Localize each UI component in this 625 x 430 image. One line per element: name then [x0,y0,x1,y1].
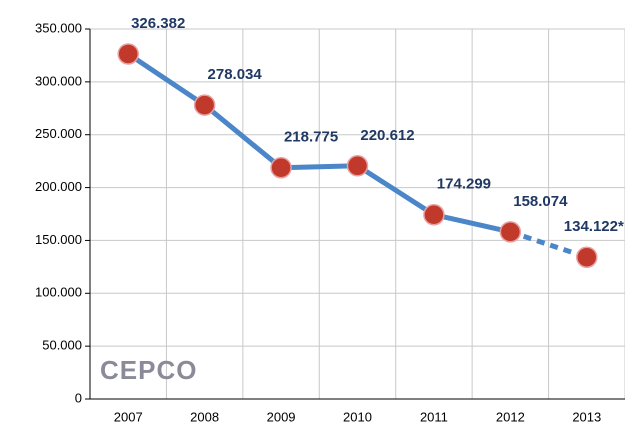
x-tick-label: 2012 [496,409,525,424]
line [126,51,511,235]
marker [117,43,139,65]
x-tick-label: 2011 [420,409,448,424]
value-label: 174.299 [437,176,491,193]
marker [423,203,445,226]
y-tick-label: 100.000 [35,285,82,300]
value-label: 218.775 [284,129,338,146]
y-tick-label: 350.000 [35,20,82,35]
y-tick-label: 50.000 [42,338,82,353]
x-tick-label: 2013 [572,409,601,424]
value-label: 220.612 [360,127,414,144]
y-tick-label: 150.000 [35,232,82,247]
y-tick-label: 300.000 [35,73,82,88]
value-label: 326.382 [131,15,185,32]
x-tick-label: 2007 [114,409,143,424]
value-label: 278.034 [208,66,263,83]
marker [499,221,522,243]
value-label: 134.122* [564,218,624,235]
y-tick-label: 0 [75,390,82,405]
watermark: CEPCO [100,355,197,385]
marker [270,156,292,179]
y-tick-label: 200.000 [35,179,82,194]
marker [346,155,369,177]
x-tick-label: 2009 [267,409,296,424]
y-tick-label: 250.000 [35,126,82,141]
value-label: 158.074 [513,193,568,210]
x-tick-label: 2008 [190,409,219,424]
marker [576,246,598,268]
marker [193,94,216,116]
x-tick-label: 2010 [343,409,372,424]
